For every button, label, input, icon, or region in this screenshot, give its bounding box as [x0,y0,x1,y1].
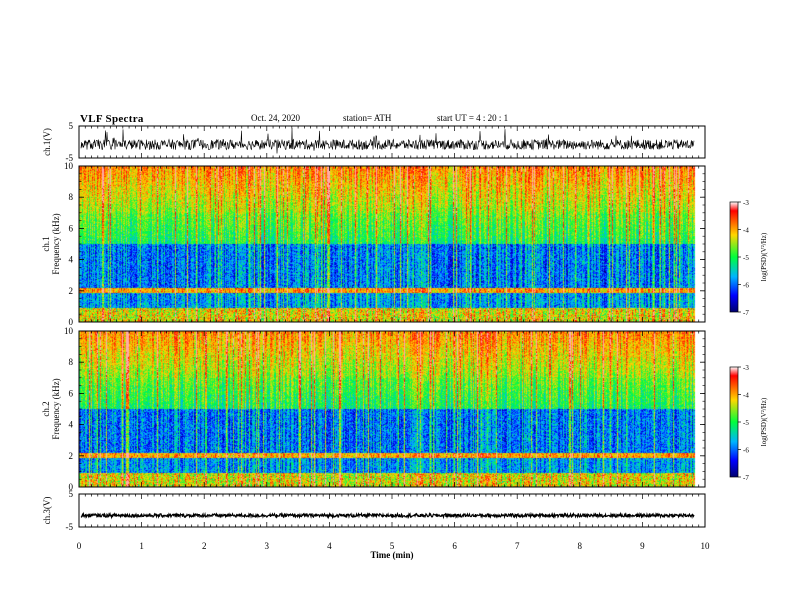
colorbar-label-s2: log(PSD)(V²/Hz) [760,397,768,446]
colorbar-tick-label-s1: -4 [743,227,749,235]
colorbar-tick-label-s1: -3 [743,199,749,207]
ytick-label-s2: 4 [69,420,74,430]
colorbar-tick-label-s1: -6 [743,282,749,290]
xtick-label: 0 [77,541,82,551]
g-spec2-image [79,331,705,487]
station-label: station= ATH [343,113,392,123]
ytick-label-w1: 5 [69,121,74,131]
xtick-label: 9 [640,541,645,551]
colorbar-tick-label-s2: -3 [743,364,749,372]
ytick-label-s1: 10 [64,161,74,171]
xtick-label: 1 [139,541,144,551]
colorbar-label-s1: log(PSD)(V²/Hz) [760,232,768,281]
ytick-label-w3: -5 [66,522,74,532]
xtick-label: 4 [327,541,332,551]
ytick-label-s2: 8 [69,357,74,367]
axes-frames [78,125,706,528]
colorbars: -3 -4 -5 -6 -7 log(PSD)(V²/Hz) -3 -4 -5 -6 -7 log(P… [729,199,768,482]
colorbar-tick-label-s2: -7 [743,474,749,482]
channel-label-s1: ch.1 [41,236,51,251]
frequency-label-s2: Frequency (kHz) [51,378,61,439]
ytick-label-s1: 6 [69,223,74,233]
ytick-label-w1: -5 [66,153,74,163]
colorbar-tick-label-s2: -4 [743,392,749,400]
ytick-label-s1: 0 [69,317,74,327]
xtick-label: 6 [452,541,457,551]
xtick-label: 2 [202,541,207,551]
ch2-spectrogram [79,331,705,487]
ch1-spectrogram [79,166,705,322]
ytick-label-s1: 2 [69,286,74,296]
xtick-label: 10 [701,541,711,551]
colorbar-tick-label-s2: -5 [743,419,749,427]
waveform-label-w3: ch.3(V) [42,497,52,525]
colorbar-s2 [729,366,739,478]
xtick-label: 8 [578,541,583,551]
figure-title: VLF Spectra [80,113,144,125]
colorbar-s1 [729,201,739,313]
ytick-label-s2: 0 [69,482,74,492]
ytick-label-s1: 4 [69,255,74,265]
start-time-label: start UT = 4 : 20 : 1 [437,113,509,123]
ytick-label-s1: 8 [69,192,74,202]
colorbar-tick-label-s1: -7 [743,309,749,317]
xtick-label: 7 [515,541,520,551]
frequency-label-s1: Frequency (kHz) [51,213,61,274]
channel-label-s2: ch.2 [41,401,51,416]
g-wave3-trace [80,511,695,520]
g-spec1-image [79,166,705,322]
colorbar-tick-label-s2: -6 [743,447,749,455]
xtick-label: 3 [265,541,270,551]
waveform-label-w1: ch.1(V) [42,128,52,156]
ch3-waveform [80,511,695,520]
ytick-label-s2: 6 [69,388,74,398]
g-wave1-trace [80,127,695,154]
date-label: Oct. 24, 2020 [251,113,300,123]
ytick-label-s2: 10 [64,326,74,336]
x-axis-title: Time (min) [370,550,413,560]
colorbar-tick-label-s1: -5 [743,254,749,262]
ytick-label-s2: 2 [69,451,74,461]
ytick-label-w3: 5 [69,489,74,499]
xtick-label: 5 [390,541,395,551]
ch1-waveform [80,127,695,154]
